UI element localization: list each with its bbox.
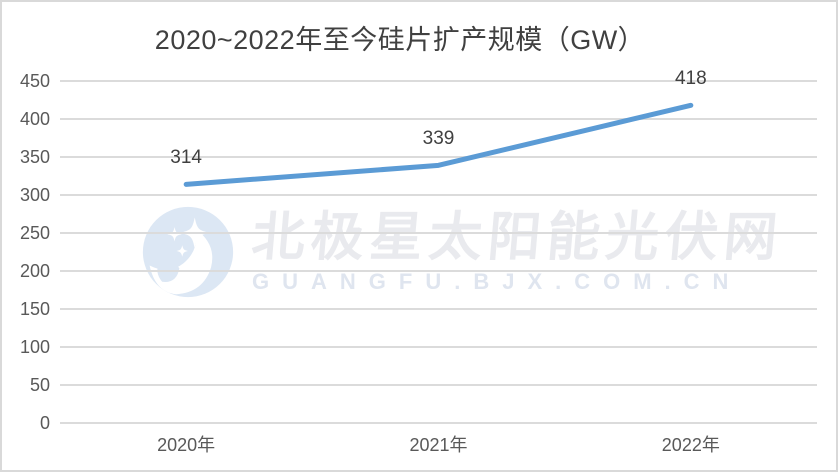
y-tick-label: 350 bbox=[19, 147, 50, 167]
y-tick-label: 50 bbox=[29, 375, 50, 395]
x-tick-label: 2020年 bbox=[157, 435, 216, 455]
y-tick-label: 250 bbox=[19, 223, 50, 243]
data-series-line bbox=[183, 102, 694, 187]
y-tick-label: 450 bbox=[19, 71, 50, 91]
chart-title: 2020~2022年至今硅片扩产规模（GW） bbox=[154, 25, 646, 55]
y-tick-label: 100 bbox=[19, 337, 50, 357]
y-tick-label: 150 bbox=[19, 299, 50, 319]
x-tick-label: 2022年 bbox=[661, 435, 720, 455]
x-tick-label: 2021年 bbox=[409, 435, 468, 455]
y-tick-label: 400 bbox=[19, 109, 50, 129]
y-tick-label: 300 bbox=[19, 185, 50, 205]
y-tick-label: 0 bbox=[39, 413, 50, 433]
y-tick-label: 200 bbox=[19, 261, 50, 281]
data-point-label: 418 bbox=[674, 68, 707, 90]
data-point-label: 339 bbox=[422, 128, 455, 150]
data-point-label: 314 bbox=[170, 147, 202, 169]
